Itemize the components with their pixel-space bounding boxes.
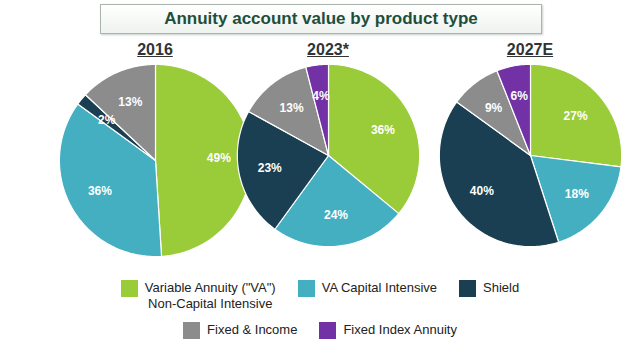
- svg-text:4%: 4%: [312, 89, 330, 103]
- html-text:2023*: 2023*: [307, 41, 349, 58]
- html-text:Variable Annuity ("VA") Non-Ca: Variable Annuity ("VA") Non-Capital Inte…: [144, 280, 276, 311]
- svg-text:18%: 18%: [565, 187, 589, 201]
- svg-text:23%: 23%: [258, 161, 282, 175]
- svg-text:49%: 49%: [207, 151, 231, 165]
- html-text:VA Capital Intensive: VA Capital Intensive: [321, 280, 438, 295]
- html-text:2027E: 2027E: [506, 41, 554, 58]
- svg-text:9%: 9%: [485, 101, 503, 115]
- svg-text:36%: 36%: [88, 184, 112, 198]
- svg-text:13%: 13%: [280, 101, 304, 115]
- html-text:Fixed Index Annuity: Fixed Index Annuity: [343, 322, 457, 337]
- svg-text:13%: 13%: [118, 95, 142, 109]
- svg-text:40%: 40%: [470, 184, 494, 198]
- html-text:2016: 2016: [137, 41, 173, 58]
- html-text:Annuity account value by produ: Annuity account value by product type: [164, 9, 478, 28]
- svg-text:36%: 36%: [371, 123, 395, 137]
- svg-text:27%: 27%: [564, 109, 588, 123]
- html-text:Shield: Shield: [483, 280, 520, 295]
- svg-text:2%: 2%: [98, 113, 116, 127]
- svg-text:24%: 24%: [324, 208, 348, 222]
- html-text:Fixed & Income: Fixed & Income: [207, 322, 298, 337]
- svg-text:6%: 6%: [511, 89, 529, 103]
